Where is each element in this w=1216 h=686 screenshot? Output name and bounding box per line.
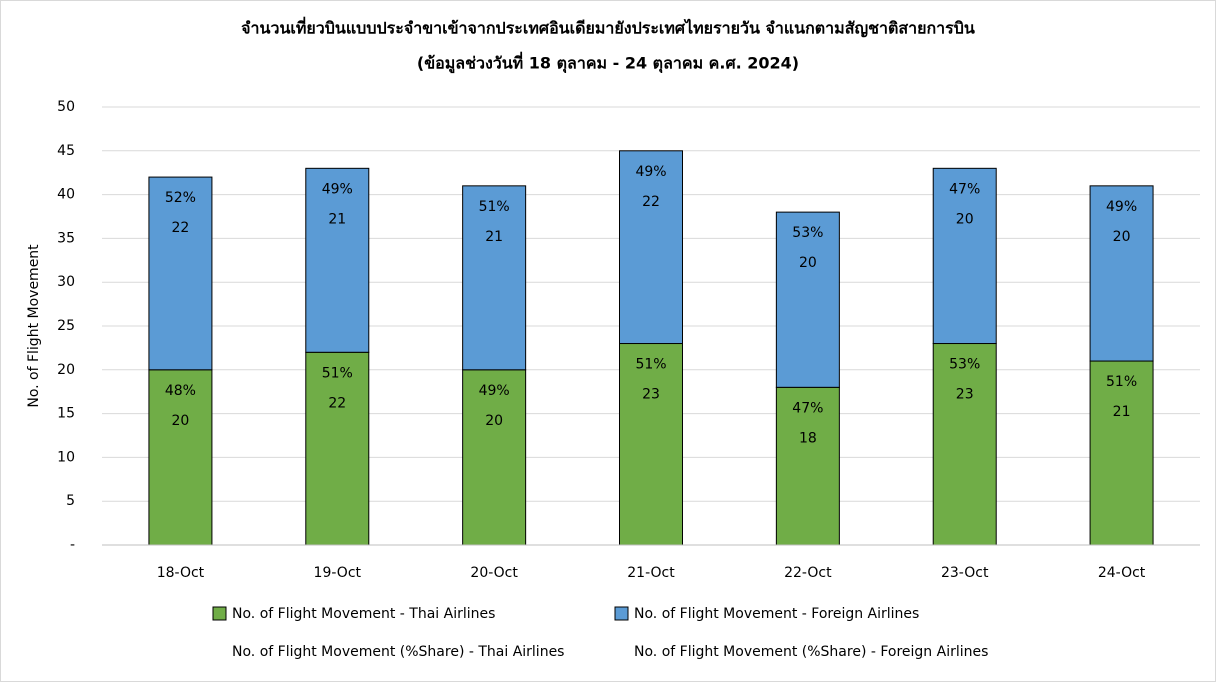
y-tick-label: 35: [57, 230, 75, 246]
x-tick-label: 24-Oct: [1098, 565, 1146, 581]
value-label: 21: [485, 229, 503, 245]
share-label: 47%: [792, 400, 823, 416]
value-label: 22: [642, 194, 660, 210]
value-label: 21: [1113, 404, 1131, 420]
share-label: 48%: [165, 383, 196, 399]
share-label: 49%: [322, 181, 353, 197]
legend-label: No. of Flight Movement - Foreign Airline…: [634, 606, 919, 622]
y-tick-label: -: [70, 537, 75, 553]
value-label: 23: [642, 387, 660, 403]
y-tick-label: 45: [57, 143, 75, 159]
value-label: 22: [328, 395, 346, 411]
share-label: 51%: [479, 199, 510, 215]
y-tick-label: 15: [57, 406, 75, 422]
x-tick-label: 23-Oct: [941, 565, 989, 581]
share-label: 49%: [635, 164, 666, 180]
bar-segment: [462, 185, 527, 371]
x-tick-label: 20-Oct: [470, 565, 518, 581]
x-tick-label: 18-Oct: [157, 565, 205, 581]
bar-segment: [305, 351, 370, 546]
bar-segment: [619, 150, 683, 345]
legend-label: No. of Flight Movement (%Share) - Thai A…: [232, 644, 564, 660]
share-label: 51%: [1106, 374, 1137, 390]
share-label: 49%: [1106, 199, 1137, 215]
legend-label: No. of Flight Movement - Thai Airlines: [232, 606, 495, 622]
legend-label: No. of Flight Movement (%Share) - Foreig…: [634, 644, 988, 660]
value-label: 21: [328, 211, 346, 227]
bar-segment: [305, 167, 370, 353]
y-axis-label: No. of Flight Movement: [26, 244, 42, 408]
y-tick-label: 20: [57, 362, 75, 378]
value-label: 20: [172, 413, 190, 429]
value-label: 20: [799, 255, 817, 271]
share-label: 47%: [949, 181, 980, 197]
y-tick-label: 10: [57, 449, 75, 465]
bar-segment: [1089, 185, 1154, 362]
value-label: 18: [799, 430, 817, 446]
y-tick-label: 50: [57, 99, 75, 115]
bar-segment: [148, 176, 213, 371]
bar-segment: [932, 167, 997, 345]
chart-subtitle: (ข้อมูลช่วงวันที่ 18 ตุลาคม - 24 ตุลาคม …: [417, 52, 799, 75]
y-tick-label: 25: [57, 318, 75, 334]
legend-swatch: [212, 606, 227, 621]
share-label: 53%: [792, 225, 823, 241]
value-label: 20: [956, 211, 974, 227]
bar-segment: [619, 343, 683, 546]
x-tick-label: 22-Oct: [784, 565, 832, 581]
x-tick-label: 21-Oct: [627, 565, 675, 581]
bar-segment: [932, 343, 997, 546]
value-label: 20: [1113, 229, 1131, 245]
share-label: 51%: [635, 357, 666, 373]
bar-segment: [148, 369, 213, 546]
share-label: 53%: [949, 357, 980, 373]
value-label: 20: [485, 413, 503, 429]
chart-title: จำนวนเที่ยวบินแบบประจำขาเข้าจากประเทศอิน…: [241, 17, 975, 39]
y-tick-label: 5: [66, 493, 75, 509]
share-label: 52%: [165, 190, 196, 206]
share-label: 51%: [322, 365, 353, 381]
y-tick-label: 30: [57, 274, 75, 290]
x-tick-label: 19-Oct: [314, 565, 362, 581]
bar-segment: [1089, 360, 1154, 546]
legend-swatch: [614, 606, 629, 621]
bar-segment: [775, 211, 840, 388]
share-label: 49%: [479, 383, 510, 399]
value-label: 23: [956, 387, 974, 403]
y-tick-label: 40: [57, 187, 75, 203]
bar-segment: [775, 386, 840, 546]
value-label: 22: [172, 220, 190, 236]
